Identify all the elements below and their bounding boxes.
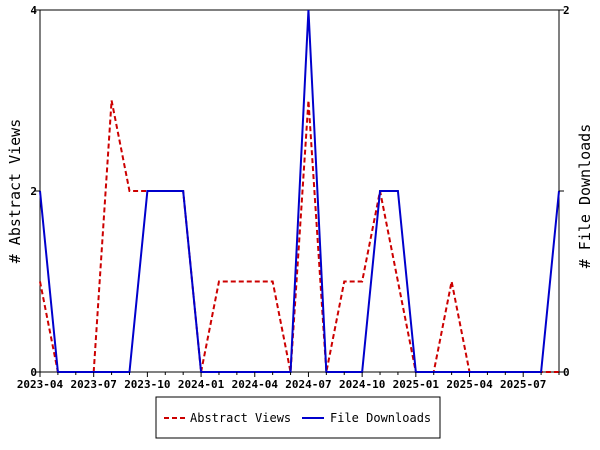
tick-layer: 2023-04 2023-07 2023-10 2024-01 2024-04 2024-… xyxy=(17,4,570,391)
x-tick-label: 2025-01 xyxy=(393,378,440,391)
legend-label-file-downloads: File Downloads xyxy=(330,411,431,425)
x-tick-label: 2025-04 xyxy=(446,378,493,391)
right-axis-title: # File Downloads xyxy=(576,124,594,269)
x-tick-label: 2023-07 xyxy=(71,378,117,391)
left-y-tick-label: 0 xyxy=(30,366,37,379)
right-y-tick-label: 0 xyxy=(563,366,570,379)
left-y-tick-label: 2 xyxy=(30,185,37,198)
legend-label-abstract-views: Abstract Views xyxy=(190,411,291,425)
x-tick-label: 2024-04 xyxy=(232,378,279,391)
x-tick-label: 2024-07 xyxy=(285,378,331,391)
series-line-file-downloads xyxy=(39,9,560,373)
x-tick-label: 2025-07 xyxy=(500,378,546,391)
x-tick-label: 2024-10 xyxy=(339,378,385,391)
legend: Abstract Views File Downloads xyxy=(155,396,441,439)
x-tick-label: 2023-04 xyxy=(17,378,64,391)
right-y-tick-label: 2 xyxy=(563,4,570,17)
x-tick-label: 2023-10 xyxy=(124,378,170,391)
x-tick-label: 2024-01 xyxy=(178,378,225,391)
left-axis-title: # Abstract Views xyxy=(6,119,24,264)
legend-box xyxy=(155,396,441,439)
series-layer xyxy=(39,9,560,373)
left-y-tick-label: 4 xyxy=(30,4,37,17)
